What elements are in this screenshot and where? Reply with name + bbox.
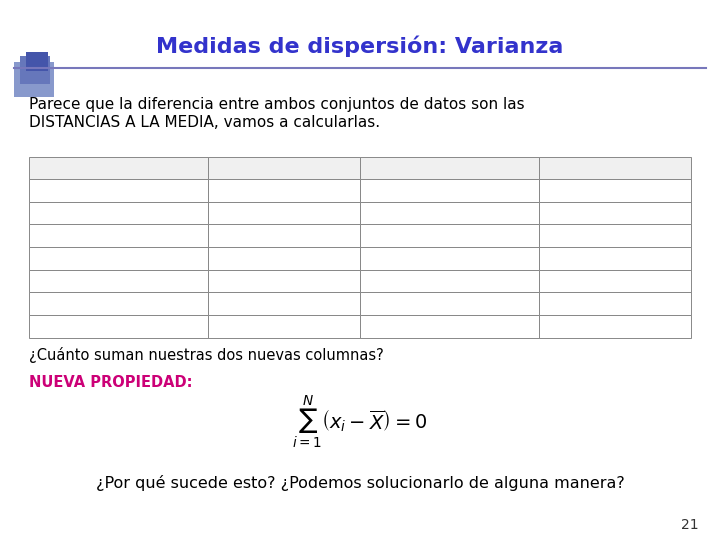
- Text: 600: 600: [271, 274, 297, 287]
- Text: 34500: 34500: [99, 297, 138, 310]
- Text: 1000: 1000: [266, 297, 302, 310]
- FancyBboxPatch shape: [360, 202, 539, 225]
- FancyBboxPatch shape: [207, 269, 360, 292]
- Text: 7100: 7100: [598, 320, 633, 333]
- FancyBboxPatch shape: [360, 179, 539, 202]
- Text: 40600: 40600: [430, 320, 469, 333]
- Text: 2500: 2500: [266, 320, 302, 333]
- FancyBboxPatch shape: [29, 179, 207, 202]
- Text: 32500: 32500: [99, 207, 138, 220]
- Text: 31700: 31700: [430, 230, 469, 242]
- Text: Parece que la diferencia entre ambos conjuntos de datos son las
DISTANCIAS A LA : Parece que la diferencia entre ambos con…: [29, 97, 524, 130]
- Text: 30700: 30700: [99, 184, 138, 197]
- FancyBboxPatch shape: [207, 247, 360, 269]
- FancyBboxPatch shape: [29, 315, 207, 338]
- Text: -6000: -6000: [595, 184, 635, 197]
- Text: -1800: -1800: [595, 230, 635, 242]
- FancyBboxPatch shape: [207, 225, 360, 247]
- Text: 31600: 31600: [430, 207, 469, 220]
- Text: 34100: 34100: [99, 274, 138, 287]
- FancyBboxPatch shape: [207, 292, 360, 315]
- FancyBboxPatch shape: [207, 202, 360, 225]
- Text: 34000: 34000: [430, 274, 469, 287]
- FancyBboxPatch shape: [360, 292, 539, 315]
- FancyBboxPatch shape: [207, 315, 360, 338]
- FancyBboxPatch shape: [29, 202, 207, 225]
- FancyBboxPatch shape: [29, 292, 207, 315]
- FancyBboxPatch shape: [539, 202, 691, 225]
- FancyBboxPatch shape: [360, 247, 539, 269]
- Text: 1800: 1800: [598, 297, 632, 310]
- Text: 500: 500: [602, 274, 628, 287]
- FancyBboxPatch shape: [539, 247, 691, 269]
- Text: ¿Por qué sucede esto? ¿Podemos solucionarlo de alguna manera?: ¿Por qué sucede esto? ¿Podemos soluciona…: [96, 475, 624, 491]
- FancyBboxPatch shape: [360, 157, 539, 179]
- Text: 33800: 33800: [430, 252, 469, 265]
- FancyBboxPatch shape: [539, 292, 691, 315]
- FancyBboxPatch shape: [14, 62, 54, 97]
- Text: Empresa A: Empresa A: [81, 161, 156, 174]
- Text: -1000: -1000: [264, 207, 304, 220]
- Text: -600: -600: [268, 230, 300, 242]
- FancyBboxPatch shape: [29, 225, 207, 247]
- FancyBboxPatch shape: [360, 225, 539, 247]
- Text: ¿Cuánto suman nuestras dos nuevas columnas?: ¿Cuánto suman nuestras dos nuevas column…: [29, 347, 384, 363]
- FancyBboxPatch shape: [360, 269, 539, 292]
- Text: 300: 300: [602, 252, 628, 265]
- FancyBboxPatch shape: [20, 57, 50, 84]
- FancyBboxPatch shape: [539, 157, 691, 179]
- Text: -2800: -2800: [264, 184, 304, 197]
- FancyBboxPatch shape: [207, 157, 360, 179]
- FancyBboxPatch shape: [29, 157, 207, 179]
- Text: 36000: 36000: [99, 320, 138, 333]
- FancyBboxPatch shape: [207, 179, 360, 202]
- Text: 21: 21: [681, 518, 698, 532]
- FancyBboxPatch shape: [539, 269, 691, 292]
- Text: 32900: 32900: [99, 230, 138, 242]
- Text: x$_i$-$\overline{X}$: x$_i$-$\overline{X}$: [270, 159, 297, 177]
- FancyBboxPatch shape: [539, 179, 691, 202]
- Text: NUEVA PROPIEDAD:: NUEVA PROPIEDAD:: [29, 375, 192, 390]
- FancyBboxPatch shape: [29, 269, 207, 292]
- FancyBboxPatch shape: [539, 225, 691, 247]
- Text: 27500: 27500: [430, 184, 469, 197]
- Text: x$_i$- $\overline{X}$: x$_i$- $\overline{X}$: [599, 159, 631, 177]
- FancyBboxPatch shape: [539, 315, 691, 338]
- FancyBboxPatch shape: [360, 315, 539, 338]
- Text: $\sum_{i=1}^{N}\left(x_i - \overline{X}\right)=0$: $\sum_{i=1}^{N}\left(x_i - \overline{X}\…: [292, 393, 428, 450]
- Text: 35300: 35300: [430, 297, 469, 310]
- Text: 33800: 33800: [99, 252, 138, 265]
- FancyBboxPatch shape: [26, 52, 48, 71]
- Text: Empresa B: Empresa B: [412, 161, 487, 174]
- Text: 300: 300: [271, 252, 297, 265]
- FancyBboxPatch shape: [29, 247, 207, 269]
- Text: Medidas de dispersión: Varianza: Medidas de dispersión: Varianza: [156, 35, 564, 57]
- Text: -1900: -1900: [595, 207, 635, 220]
